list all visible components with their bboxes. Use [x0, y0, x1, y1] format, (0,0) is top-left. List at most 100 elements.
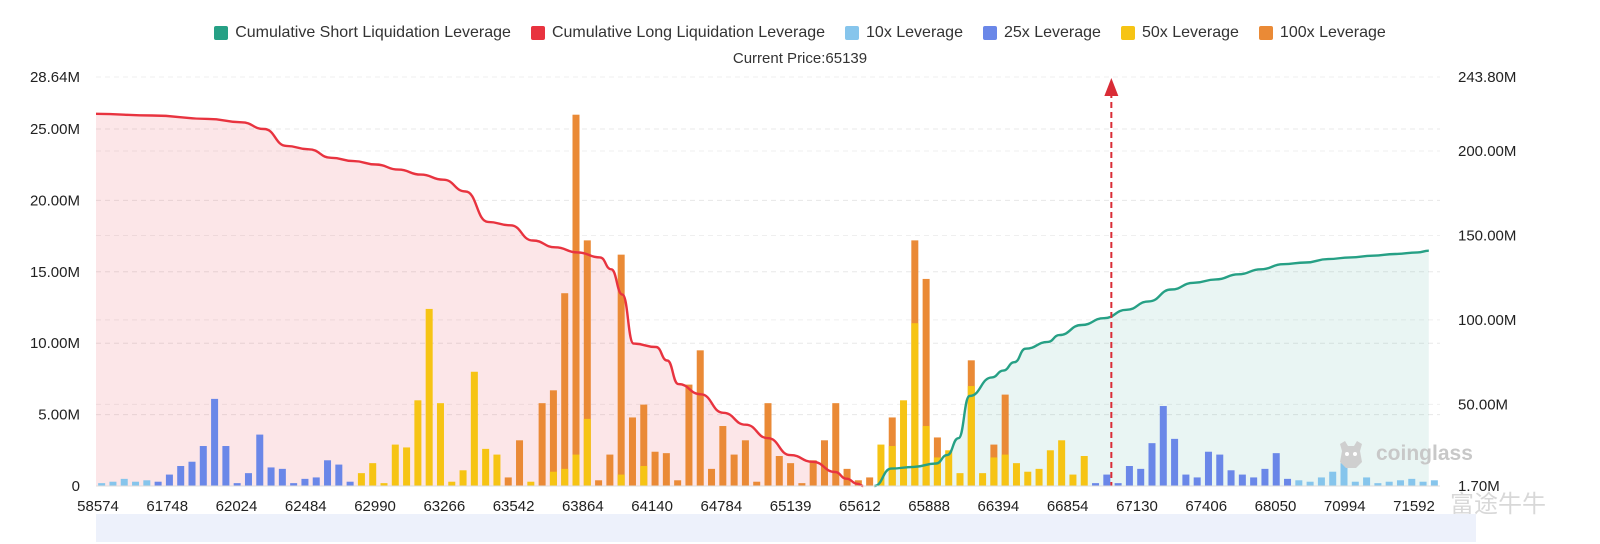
bar: [1103, 474, 1111, 486]
bar: [1012, 463, 1020, 486]
bar-segment: [561, 468, 569, 486]
bar: [1329, 471, 1337, 486]
bar: [482, 448, 490, 486]
coinglass-watermark: coinglass: [1334, 438, 1473, 470]
legend-item[interactable]: 50x Leverage: [1120, 24, 1239, 42]
bar: [222, 446, 230, 486]
bar: [1295, 480, 1303, 486]
bar: [832, 403, 840, 486]
x-axis-tick-label: 62024: [216, 498, 258, 515]
bar: [956, 473, 964, 486]
x-axis-tick-label: 64140: [631, 498, 673, 515]
bar: [346, 481, 354, 486]
legend-swatch: [845, 26, 860, 40]
bar: [98, 483, 106, 486]
bar: [1159, 406, 1167, 486]
bar-segment: [911, 323, 919, 486]
bar: [674, 480, 682, 486]
x-axis-tick-label: 67406: [1185, 498, 1227, 515]
short-area: [874, 250, 1429, 486]
bar: [154, 481, 162, 486]
bar: [369, 463, 377, 486]
left-axis-tick-label: 5.00M: [38, 407, 80, 424]
x-axis-tick-label: 66394: [978, 498, 1020, 515]
bar: [651, 451, 659, 486]
bar-segment: [583, 418, 591, 486]
watermark-text: coinglass: [1376, 442, 1473, 465]
bar: [741, 440, 749, 486]
bar: [1058, 440, 1066, 486]
bar: [143, 480, 151, 486]
bar: [436, 403, 444, 486]
legend-item[interactable]: 10x Leverage: [845, 24, 963, 42]
x-axis-tick-label: 64784: [701, 498, 743, 515]
bar: [775, 456, 783, 486]
x-axis-tick-label: 70994: [1324, 498, 1366, 515]
bar: [109, 481, 117, 486]
legend-item[interactable]: Cumulative Long Liquidation Leverage: [530, 24, 826, 42]
bar: [617, 254, 625, 486]
legend-swatch: [530, 26, 545, 40]
left-axis-tick-label: 15.00M: [30, 264, 80, 281]
bull-logo-icon: [1340, 441, 1362, 468]
x-axis-tick-label: 65888: [908, 498, 950, 515]
bar: [267, 467, 275, 486]
legend-item[interactable]: 25x Leverage: [982, 24, 1101, 42]
bar: [188, 461, 196, 486]
bar-segment: [933, 457, 941, 486]
right-axis-tick-label: 100.00M: [1458, 312, 1516, 329]
bar: [1046, 450, 1054, 486]
left-axis-tick-label: 10.00M: [30, 335, 80, 352]
bar: [1092, 483, 1100, 486]
legend-swatch: [1120, 26, 1135, 40]
bar: [572, 114, 580, 487]
bar-segment: [617, 474, 625, 486]
x-axis-tick-label: 63542: [493, 498, 535, 515]
x-axis-tick-label: 62484: [285, 498, 327, 515]
bar: [414, 400, 422, 486]
current-price-label: Current Price:65139: [732, 50, 868, 67]
bar: [798, 483, 806, 486]
bar-segment: [549, 471, 557, 486]
right-axis-tick-label: 243.80M: [1458, 69, 1516, 86]
bar: [459, 470, 467, 486]
bar: [1216, 454, 1224, 486]
bar: [1363, 477, 1371, 486]
x-axis-tick-label: 67130: [1116, 498, 1158, 515]
bar: [1374, 483, 1382, 486]
bar-segment: [922, 426, 930, 486]
bar: [549, 390, 557, 486]
legend-item[interactable]: Cumulative Short Liquidation Leverage: [214, 24, 511, 42]
long-area: [96, 113, 864, 487]
bar: [1024, 471, 1032, 486]
bar: [606, 454, 614, 486]
x-axis-tick-label: 61748: [146, 498, 188, 515]
bar: [504, 477, 512, 486]
bar: [1171, 438, 1179, 486]
legend-item[interactable]: 100x Leverage: [1258, 24, 1386, 42]
bar: [1182, 474, 1190, 486]
left-axis-tick-label: 25.00M: [30, 121, 80, 138]
right-axis-tick-label: 1.70M: [1458, 478, 1500, 495]
bar: [527, 481, 535, 486]
legend-label: 50x Leverage: [1141, 24, 1239, 41]
bar: [1001, 394, 1009, 486]
bar: [177, 466, 185, 486]
bar: [877, 444, 885, 486]
short-liquidation-line: [874, 249, 1429, 488]
bar: [233, 483, 241, 486]
bar: [979, 473, 987, 486]
bar: [1272, 453, 1280, 486]
bar: [1396, 480, 1404, 486]
bar: [493, 454, 501, 486]
bar: [380, 483, 388, 486]
bar: [1250, 477, 1258, 486]
bar: [719, 426, 727, 486]
right-axis-tick-label: 50.00M: [1458, 396, 1508, 413]
bar: [256, 434, 264, 486]
bar: [787, 463, 795, 486]
legend-label: Cumulative Long Liquidation Leverage: [551, 24, 826, 41]
zoom-slider[interactable]: [96, 514, 1476, 542]
legend: Cumulative Short Liquidation Leverage Cum…: [0, 24, 1600, 42]
